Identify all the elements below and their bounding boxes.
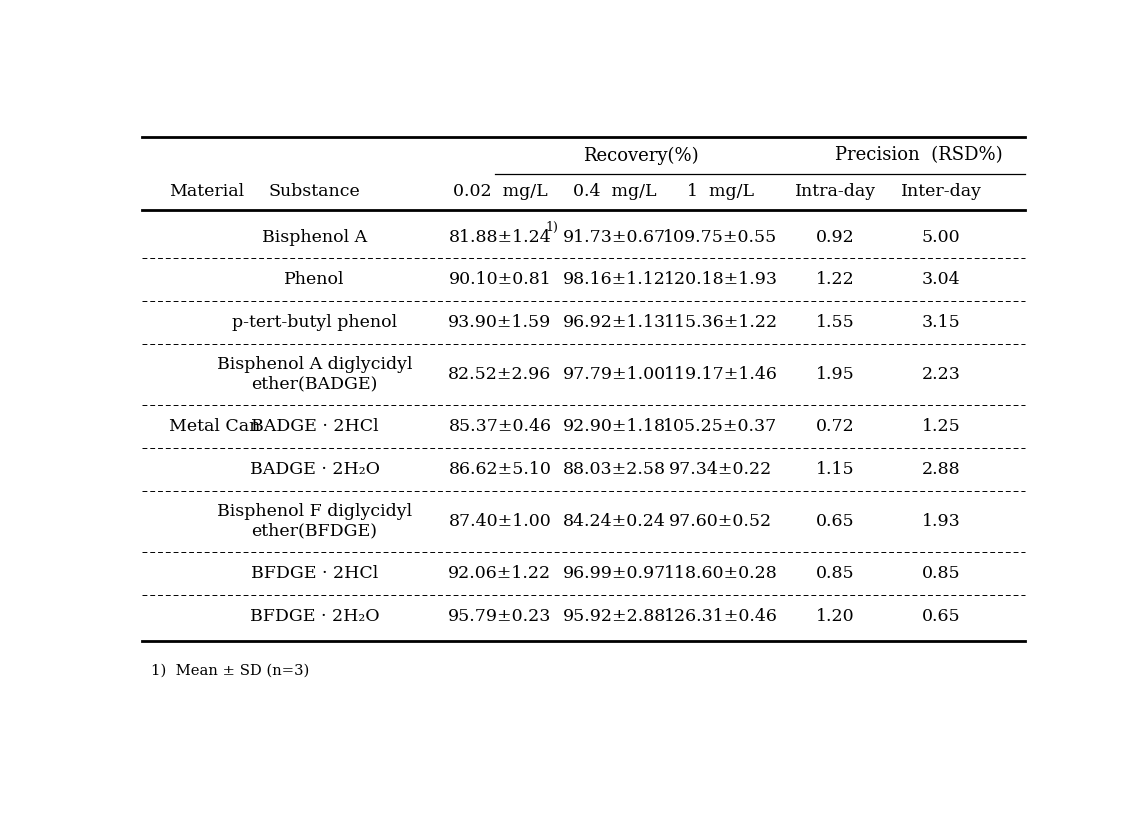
Text: 1.20: 1.20	[816, 608, 854, 624]
Text: 5.00: 5.00	[921, 229, 960, 245]
Text: 86.62±5.10: 86.62±5.10	[449, 460, 551, 478]
Text: 95.79±0.23: 95.79±0.23	[448, 608, 551, 624]
Text: BFDGE · 2HCl: BFDGE · 2HCl	[251, 565, 378, 582]
Text: 95.92±2.88: 95.92±2.88	[563, 608, 666, 624]
Text: 1  mg/L: 1 mg/L	[687, 183, 754, 200]
Text: 1.22: 1.22	[816, 271, 854, 289]
Text: 97.34±0.22: 97.34±0.22	[669, 460, 772, 478]
Text: 1): 1)	[546, 221, 558, 234]
Text: 1.25: 1.25	[921, 418, 960, 435]
Text: 0.72: 0.72	[816, 418, 854, 435]
Text: Substance: Substance	[269, 183, 360, 200]
Text: 85.37±0.46: 85.37±0.46	[449, 418, 551, 435]
Text: Bisphenol F diglycidyl
ether(BFDGE): Bisphenol F diglycidyl ether(BFDGE)	[216, 503, 412, 540]
Text: Phenol: Phenol	[285, 271, 345, 289]
Text: 119.17±1.46: 119.17±1.46	[664, 366, 778, 383]
Text: BADGE · 2H₂O: BADGE · 2H₂O	[249, 460, 379, 478]
Text: 3.15: 3.15	[921, 314, 960, 331]
Text: 96.92±1.13: 96.92±1.13	[563, 314, 666, 331]
Text: 88.03±2.58: 88.03±2.58	[563, 460, 666, 478]
Text: 81.88±1.24: 81.88±1.24	[449, 229, 551, 245]
Text: Bisphenol A: Bisphenol A	[262, 229, 367, 245]
Text: 0.65: 0.65	[816, 513, 854, 530]
Text: 1.55: 1.55	[816, 314, 854, 331]
Text: 1)  Mean ± SD (n=3): 1) Mean ± SD (n=3)	[151, 663, 310, 677]
Text: Material: Material	[169, 183, 244, 200]
Text: 91.73±0.67: 91.73±0.67	[563, 229, 666, 245]
Text: Inter-day: Inter-day	[901, 183, 982, 200]
Text: BFDGE · 2H₂O: BFDGE · 2H₂O	[249, 608, 379, 624]
Text: 2.88: 2.88	[921, 460, 960, 478]
Text: 87.40±1.00: 87.40±1.00	[449, 513, 551, 530]
Text: 109.75±0.55: 109.75±0.55	[663, 229, 778, 245]
Text: 0.02  mg/L: 0.02 mg/L	[452, 183, 547, 200]
Text: 0.85: 0.85	[816, 565, 854, 582]
Text: Metal Can: Metal Can	[169, 418, 260, 435]
Text: Recovery(%): Recovery(%)	[583, 147, 699, 165]
Text: 120.18±1.93: 120.18±1.93	[664, 271, 778, 289]
Text: 115.36±1.22: 115.36±1.22	[664, 314, 778, 331]
Text: 1.93: 1.93	[921, 513, 960, 530]
Text: 105.25±0.37: 105.25±0.37	[663, 418, 778, 435]
Text: 118.60±0.28: 118.60±0.28	[664, 565, 778, 582]
Text: 1.95: 1.95	[816, 366, 854, 383]
Text: 92.06±1.22: 92.06±1.22	[449, 565, 551, 582]
Text: Bisphenol A diglycidyl
ether(BADGE): Bisphenol A diglycidyl ether(BADGE)	[216, 356, 412, 393]
Text: 1.15: 1.15	[816, 460, 854, 478]
Text: 97.60±0.52: 97.60±0.52	[669, 513, 772, 530]
Text: Precision  (RSD%): Precision (RSD%)	[835, 147, 1003, 165]
Text: 2.23: 2.23	[921, 366, 960, 383]
Text: 82.52±2.96: 82.52±2.96	[449, 366, 551, 383]
Text: 97.79±1.00: 97.79±1.00	[563, 366, 666, 383]
Text: 98.16±1.12: 98.16±1.12	[563, 271, 666, 289]
Text: 90.10±0.81: 90.10±0.81	[449, 271, 551, 289]
Text: 0.65: 0.65	[921, 608, 960, 624]
Text: BADGE · 2HCl: BADGE · 2HCl	[251, 418, 378, 435]
Text: 0.85: 0.85	[921, 565, 960, 582]
Text: Intra-day: Intra-day	[795, 183, 876, 200]
Text: 92.90±1.18: 92.90±1.18	[563, 418, 666, 435]
Text: 84.24±0.24: 84.24±0.24	[563, 513, 666, 530]
Text: 126.31±0.46: 126.31±0.46	[664, 608, 778, 624]
Text: 3.04: 3.04	[921, 271, 960, 289]
Text: 0.4  mg/L: 0.4 mg/L	[573, 183, 656, 200]
Text: 0.92: 0.92	[816, 229, 854, 245]
Text: 93.90±1.59: 93.90±1.59	[449, 314, 551, 331]
Text: 96.99±0.97: 96.99±0.97	[563, 565, 666, 582]
Text: p-tert-butyl phenol: p-tert-butyl phenol	[232, 314, 398, 331]
